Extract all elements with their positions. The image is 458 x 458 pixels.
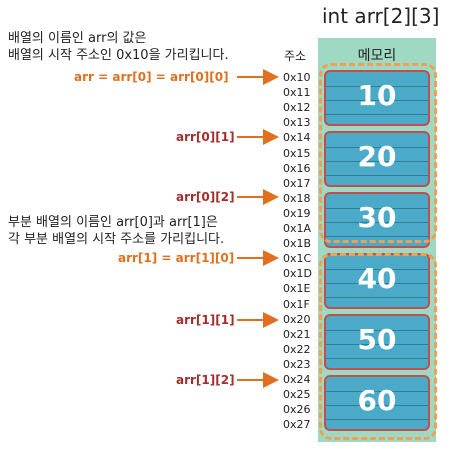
byte-divider xyxy=(326,283,428,284)
address-label: 0x25 xyxy=(283,388,311,402)
byte-divider xyxy=(326,297,428,298)
address-label: 0x1C xyxy=(283,252,312,266)
cell-value: 60 xyxy=(357,384,397,417)
address-label: 0x18 xyxy=(283,191,311,205)
address-label: 0x1F xyxy=(283,297,310,311)
label-arr-1-0: arr[1] = arr[1][0] xyxy=(118,251,235,265)
memory-cell: 50 xyxy=(324,314,430,370)
address-header: 주소 xyxy=(284,49,307,63)
diagram-title: int arr[2][3] xyxy=(322,4,440,28)
byte-divider xyxy=(326,269,428,270)
subarray-1-outline xyxy=(319,253,437,440)
note-line: 부분 배열의 이름인 arr[0]과 arr[1]은 xyxy=(8,215,218,230)
address-label: 0x15 xyxy=(283,146,311,160)
address-label: 0x17 xyxy=(283,176,311,190)
address-label: 0x1E xyxy=(283,282,311,296)
address-label: 0x23 xyxy=(283,357,311,371)
address-label: 0x26 xyxy=(283,403,311,417)
address-label: 0x1A xyxy=(283,222,312,235)
cell-value: 30 xyxy=(357,201,397,234)
address-label: 0x1B xyxy=(283,237,312,251)
cell-value: 20 xyxy=(357,140,397,173)
label-arr-1-2: arr[1][2] xyxy=(176,373,235,387)
cell-value: 10 xyxy=(357,79,397,112)
address-label: 0x11 xyxy=(283,86,311,100)
address-label: 0x21 xyxy=(283,327,311,341)
cell-value: 50 xyxy=(357,323,397,356)
address-label: 0x27 xyxy=(283,418,311,432)
label-arr-1-1: arr[1][1] xyxy=(176,313,235,327)
label-arr-0-0: arr = arr[0] = arr[0][0] xyxy=(74,70,229,84)
byte-divider xyxy=(326,419,428,420)
address-label: 0x20 xyxy=(283,312,311,326)
label-arr-0-2: arr[0][2] xyxy=(176,190,235,204)
byte-divider xyxy=(326,175,428,176)
memory-cell: 20 xyxy=(324,131,430,187)
address-label: 0x1D xyxy=(283,267,312,281)
address-label: 0x12 xyxy=(283,101,311,115)
label-arr-0-1: arr[0][1] xyxy=(176,130,235,144)
byte-divider xyxy=(326,222,428,223)
memory-cell: 10 xyxy=(324,70,430,126)
note-line: 각 부분 배열의 시작 주소를 가리킵니다. xyxy=(8,232,225,247)
byte-divider xyxy=(326,147,428,148)
memory-cell: 30 xyxy=(324,192,430,248)
note-array-name: 배열의 이름인 arr의 값은 배열의 시작 주소인 0x10을 가리킵니다. xyxy=(8,30,229,64)
note-subarray-name: 부분 배열의 이름인 arr[0]과 arr[1]은 각 부분 배열의 시작 주… xyxy=(8,214,224,248)
address-label: 0x13 xyxy=(283,116,311,130)
byte-divider xyxy=(326,405,428,406)
byte-divider xyxy=(326,161,428,162)
address-label: 0x22 xyxy=(283,342,311,356)
byte-divider xyxy=(326,330,428,331)
byte-divider xyxy=(326,86,428,87)
byte-divider xyxy=(326,391,428,392)
note-line: 배열의 이름인 arr의 값은 xyxy=(8,31,147,46)
address-label: 0x24 xyxy=(283,373,311,386)
address-label: 0x19 xyxy=(283,206,311,220)
byte-divider xyxy=(326,114,428,115)
subarray-0-outline xyxy=(319,63,437,243)
byte-divider xyxy=(326,236,428,237)
byte-divider xyxy=(326,358,428,359)
cell-value: 40 xyxy=(357,262,397,295)
address-label: 0x10 xyxy=(283,71,311,84)
byte-divider xyxy=(326,344,428,345)
memory-cell: 60 xyxy=(324,375,430,431)
byte-divider xyxy=(326,208,428,209)
byte-divider xyxy=(326,100,428,101)
address-label: 0x16 xyxy=(283,161,311,175)
address-label: 0x14 xyxy=(283,131,311,145)
memory-header: 메모리 xyxy=(357,48,397,64)
note-line: 배열의 시작 주소인 0x10을 가리킵니다. xyxy=(8,48,229,63)
